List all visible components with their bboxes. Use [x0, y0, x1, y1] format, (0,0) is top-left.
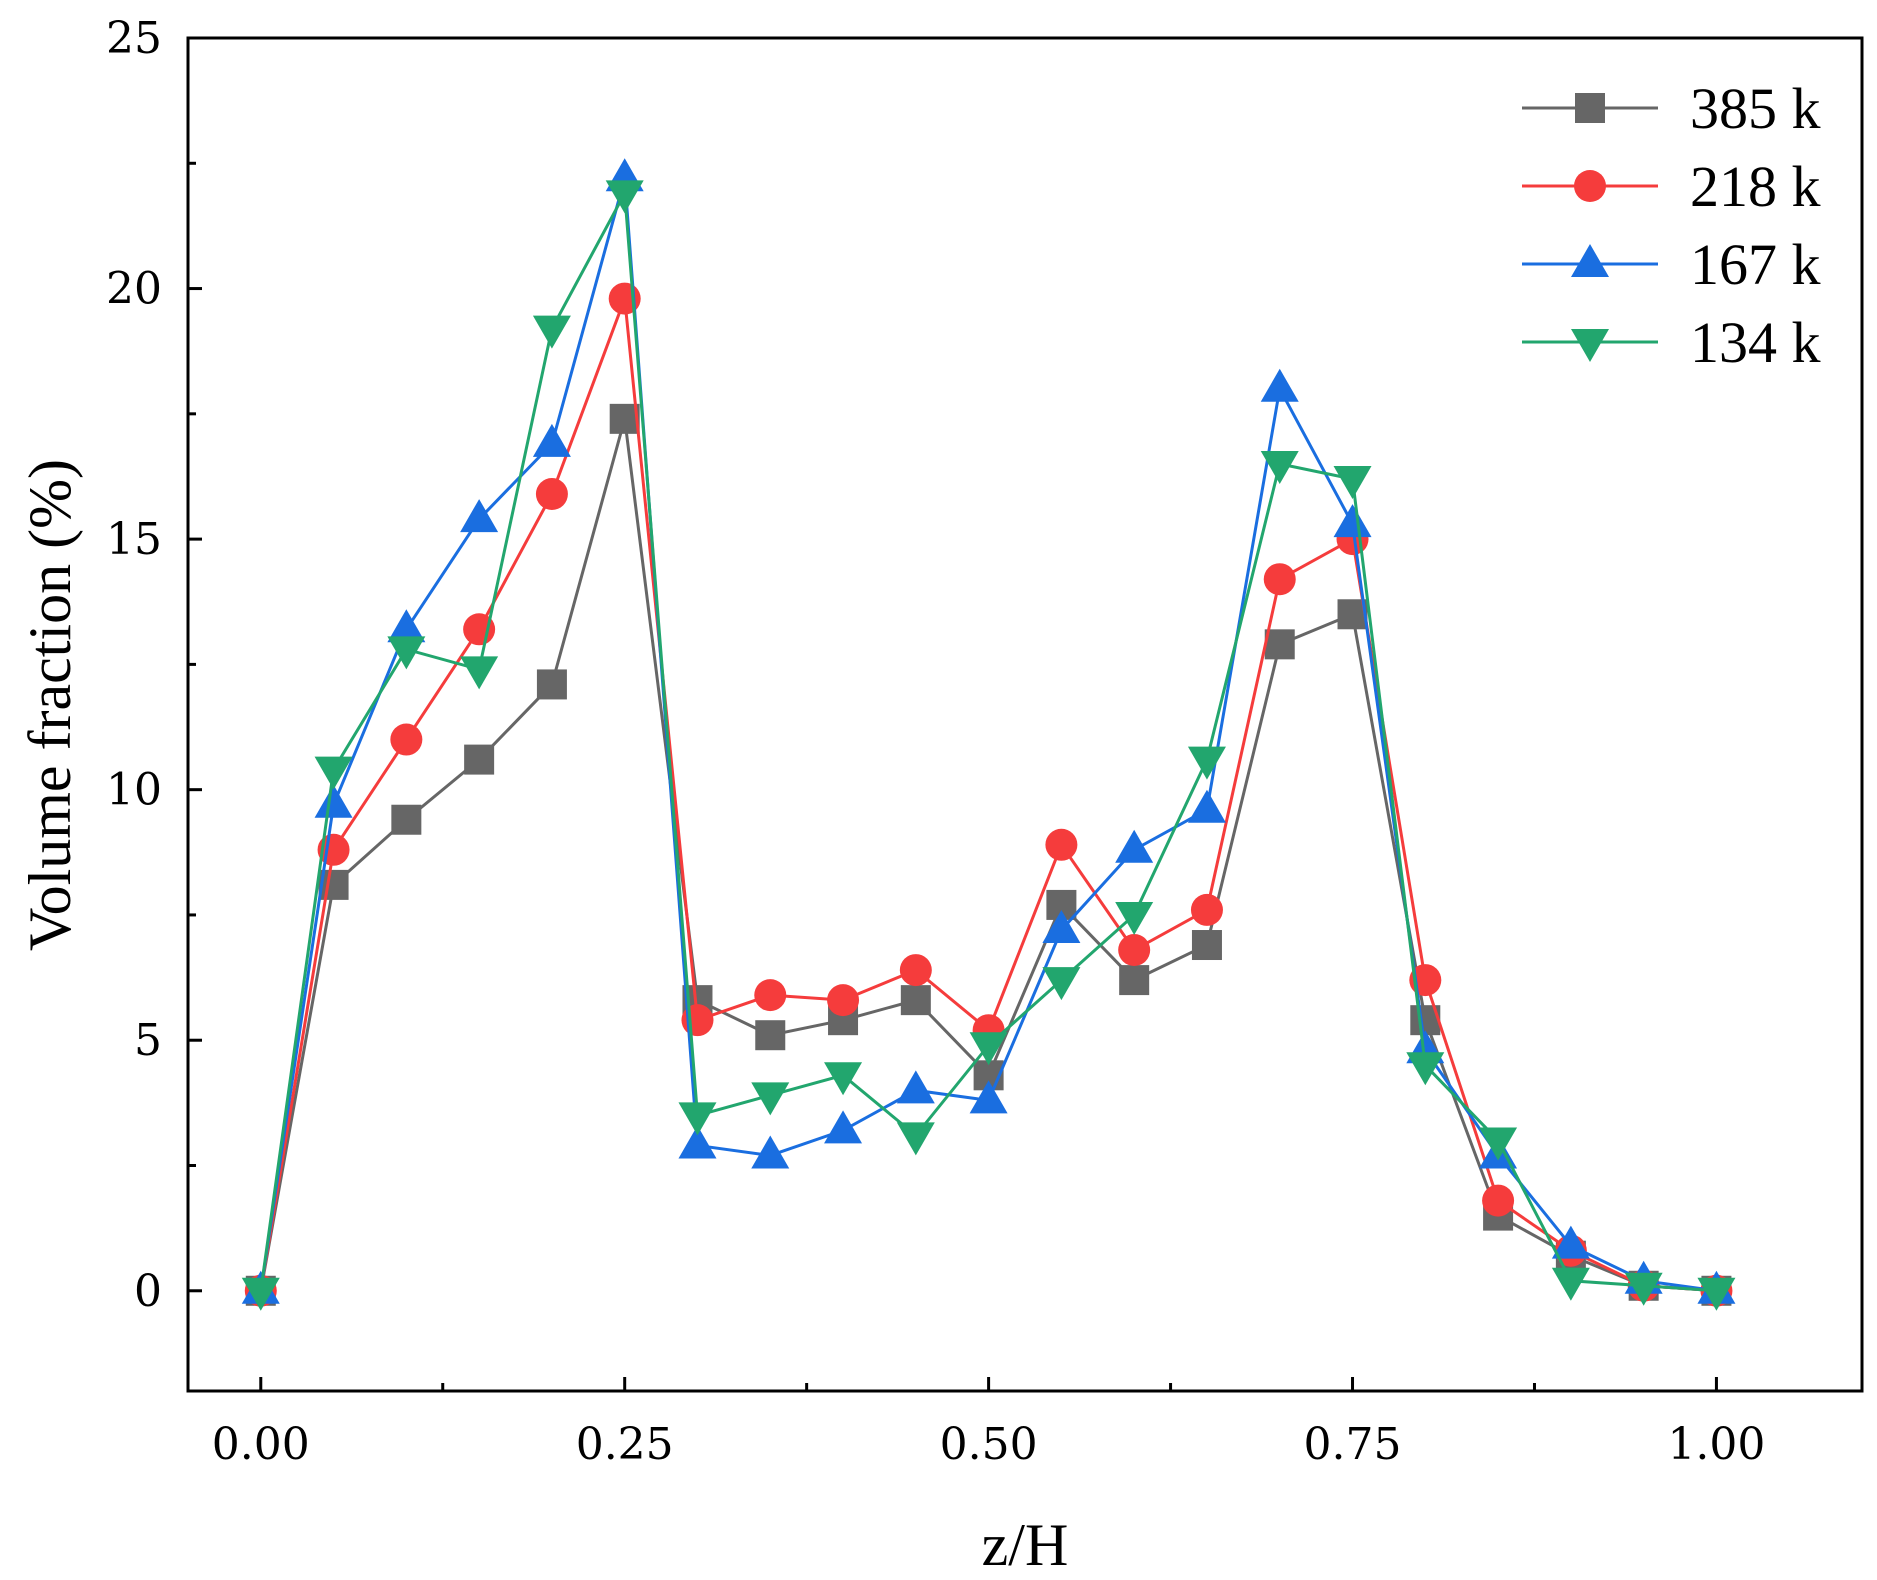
series-line	[259, 188, 1717, 1293]
y-axis-title: Volume fraction (%)	[17, 459, 83, 951]
data-point	[678, 1125, 717, 1159]
legend-marker	[1571, 244, 1609, 277]
y-tick-label: 25	[106, 13, 162, 64]
data-point	[827, 984, 860, 1017]
legend-item: 167 k	[1522, 232, 1821, 297]
axis-layer: 0.00 0.25 0.50 0.75 1.00 0 5 10 15 20 25	[106, 13, 1765, 1470]
y-tick-label: 0	[134, 1266, 162, 1317]
data-point	[1119, 965, 1150, 996]
legend: 385 k 218 k 167 k 134 k	[1522, 76, 1821, 375]
data-point	[460, 656, 499, 690]
legend-item: 134 k	[1522, 310, 1821, 375]
data-point	[969, 1032, 1008, 1066]
data-point	[1482, 1184, 1515, 1217]
legend-label: 167 k	[1690, 232, 1821, 297]
data-point	[896, 1122, 935, 1156]
x-tick-label: 0.00	[212, 1419, 310, 1470]
y-tick-label: 10	[106, 765, 162, 816]
data-point	[532, 423, 571, 457]
legend-item: 385 k	[1522, 76, 1821, 141]
data-point	[754, 979, 787, 1012]
data-point	[387, 636, 426, 670]
data-point	[824, 1110, 863, 1144]
legend-marker	[1574, 170, 1606, 202]
data-point	[1264, 629, 1295, 660]
x-tick-label: 1.00	[1667, 1419, 1765, 1470]
data-point	[969, 1080, 1008, 1114]
data-point	[1551, 1225, 1590, 1259]
data-point	[899, 954, 932, 987]
data-point	[1115, 829, 1154, 863]
legend-label: 218 k	[1690, 154, 1821, 219]
data-point	[1187, 746, 1226, 780]
data-point	[535, 478, 568, 511]
y-tick-label: 20	[106, 264, 162, 315]
series-line	[259, 177, 1717, 1293]
data-point	[755, 1020, 786, 1051]
data-point	[751, 1135, 790, 1169]
data-point	[751, 1082, 790, 1116]
data-point	[387, 609, 426, 643]
data-point	[1118, 934, 1151, 967]
data-point	[1551, 1267, 1590, 1301]
data-point	[1260, 450, 1299, 484]
data-point	[532, 315, 571, 349]
data-point	[896, 1070, 935, 1104]
data-point	[1115, 901, 1154, 935]
x-tick-label: 0.75	[1304, 1419, 1402, 1470]
y-tick-label: 15	[106, 514, 162, 565]
data-point	[1187, 789, 1226, 823]
data-point	[1045, 828, 1078, 861]
data-point	[1191, 930, 1222, 961]
data-point	[605, 180, 644, 214]
series-layer	[241, 158, 1736, 1311]
data-point	[1333, 504, 1372, 538]
data-point	[1697, 1277, 1736, 1311]
legend-item: 218 k	[1522, 154, 1821, 219]
plot-frame	[186, 36, 1864, 1393]
data-point	[390, 723, 423, 756]
data-point	[1479, 1127, 1518, 1161]
data-point	[824, 1062, 863, 1096]
data-point	[1042, 909, 1081, 943]
data-point	[314, 756, 353, 790]
data-point	[678, 1102, 717, 1136]
data-point	[1190, 893, 1223, 926]
x-tick-label: 0.50	[940, 1419, 1038, 1470]
legend-label: 134 k	[1690, 310, 1821, 375]
data-point	[1260, 368, 1299, 402]
series-134-k	[241, 180, 1736, 1311]
y-tick-label: 5	[134, 1015, 162, 1066]
data-point	[900, 985, 931, 1016]
series-218-k	[244, 282, 1733, 1307]
x-tick-label: 0.25	[576, 1419, 674, 1470]
data-point	[460, 499, 499, 533]
data-point	[241, 1277, 280, 1311]
data-point	[1042, 967, 1081, 1001]
data-point	[391, 804, 422, 835]
data-point	[536, 669, 567, 700]
data-point	[1406, 1052, 1445, 1086]
legend-label: 385 k	[1690, 76, 1821, 141]
legend-marker	[1575, 93, 1605, 123]
data-point	[1624, 1272, 1663, 1306]
data-point	[314, 784, 353, 818]
x-axis-title: z/H	[982, 1512, 1069, 1578]
data-point	[1333, 465, 1372, 499]
data-point	[1263, 563, 1296, 596]
legend-marker	[1571, 329, 1609, 362]
data-point	[464, 744, 495, 775]
